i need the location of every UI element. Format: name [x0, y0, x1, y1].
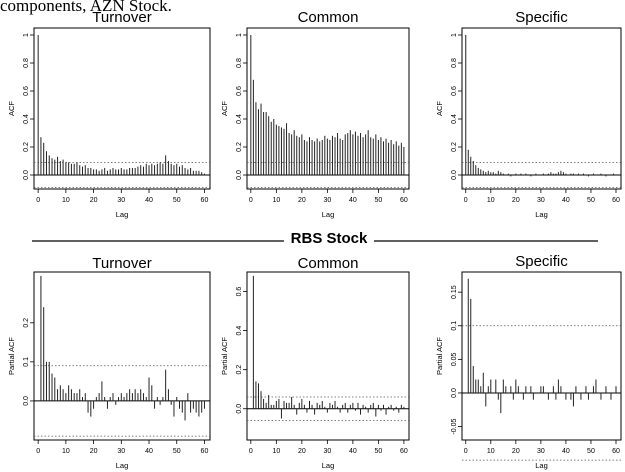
x-tick-label: 20	[298, 448, 306, 455]
x-tick-label: 60	[201, 448, 209, 455]
y-tick-label: 0.6	[23, 86, 30, 96]
x-tick-label: 10	[62, 197, 70, 204]
x-tick-label: 10	[487, 197, 495, 204]
x-tick-label: 40	[562, 197, 570, 204]
y-tick-label: 0.1	[23, 357, 30, 367]
x-tick-label: 40	[145, 448, 153, 455]
y-axis-label: Partial ACF	[435, 337, 444, 375]
x-tick-label: 60	[400, 197, 408, 204]
y-tick-label: 0.8	[236, 58, 243, 68]
x-axis-label: Lag	[322, 210, 335, 219]
x-tick-label: 0	[36, 448, 40, 455]
x-tick-label: 40	[349, 448, 357, 455]
y-axis-label: ACF	[7, 101, 16, 116]
x-tick-label: 60	[400, 448, 408, 455]
panel-title: Specific	[515, 9, 568, 26]
y-axis-label: ACF	[220, 101, 229, 116]
x-tick-label: 30	[117, 448, 125, 455]
y-tick-label: 0.05	[451, 352, 458, 366]
x-tick-label: 40	[349, 197, 357, 204]
panel-title: Specific	[515, 253, 568, 270]
y-tick-label: 0.0	[236, 404, 243, 414]
y-tick-label: 0.0	[23, 170, 30, 180]
x-axis-label: Lag	[535, 461, 548, 470]
plot-frame	[246, 27, 410, 190]
x-tick-label: 50	[374, 197, 382, 204]
y-tick-label: 0.8	[23, 58, 30, 68]
x-tick-label: 50	[173, 448, 181, 455]
x-tick-label: 40	[145, 197, 153, 204]
plot-frame	[246, 271, 410, 441]
y-tick-label: 0.8	[451, 58, 458, 68]
y-tick-label: 0.4	[23, 114, 30, 124]
x-tick-label: 0	[464, 197, 468, 204]
y-tick-label: 0.1	[451, 321, 458, 331]
x-tick-label: 30	[537, 197, 545, 204]
x-tick-label: 60	[612, 448, 620, 455]
x-tick-label: 10	[487, 448, 495, 455]
x-tick-label: 10	[272, 448, 280, 455]
y-axis-label: ACF	[435, 101, 444, 116]
y-tick-label: -0.05	[451, 418, 458, 434]
y-tick-label: 0.4	[451, 114, 458, 124]
y-axis-label: Partial ACF	[7, 337, 16, 375]
y-tick-label: 0.6	[236, 86, 243, 96]
panel-title: Common	[298, 9, 359, 26]
x-tick-label: 0	[249, 448, 253, 455]
y-tick-label: 0.2	[23, 142, 30, 152]
y-tick-label: 0.2	[23, 318, 30, 328]
x-tick-label: 20	[90, 448, 98, 455]
x-tick-label: 50	[587, 197, 595, 204]
x-tick-label: 0	[464, 448, 468, 455]
x-axis-label: Lag	[116, 210, 129, 219]
x-tick-label: 60	[201, 197, 209, 204]
y-tick-label: 1	[23, 33, 30, 37]
y-tick-label: 0.0	[451, 388, 458, 398]
x-tick-label: 20	[512, 197, 520, 204]
plot-frame	[461, 271, 622, 441]
y-tick-label: 0.2	[451, 142, 458, 152]
y-tick-label: 1	[451, 33, 458, 37]
x-tick-label: 20	[512, 448, 520, 455]
x-axis-label: Lag	[116, 461, 129, 470]
x-tick-label: 10	[62, 448, 70, 455]
x-tick-label: 20	[298, 197, 306, 204]
y-tick-label: 1	[236, 33, 243, 37]
y-tick-label: 0.2	[236, 142, 243, 152]
heading: components, AZN Stock.	[0, 0, 172, 15]
y-tick-label: 0.15	[451, 285, 458, 299]
x-tick-label: 30	[117, 197, 125, 204]
x-axis-label: Lag	[535, 210, 548, 219]
x-tick-label: 30	[323, 448, 331, 455]
x-tick-label: 50	[173, 197, 181, 204]
plot-frame	[461, 27, 622, 190]
y-tick-label: 0.4	[236, 326, 243, 336]
y-tick-label: 0.2	[236, 365, 243, 375]
panel-title: Turnover	[92, 9, 151, 26]
y-tick-label: 0.0	[23, 396, 30, 406]
y-tick-label: 0.6	[236, 287, 243, 297]
panel-title: Common	[298, 255, 359, 272]
x-tick-label: 30	[323, 197, 331, 204]
x-axis-label: Lag	[322, 461, 335, 470]
y-tick-label: 0.4	[236, 114, 243, 124]
x-tick-label: 30	[537, 448, 545, 455]
x-tick-label: 50	[587, 448, 595, 455]
plot-frame	[33, 271, 211, 441]
x-tick-label: 0	[249, 197, 253, 204]
x-tick-label: 20	[90, 197, 98, 204]
divider-label: RBS Stock	[291, 230, 368, 247]
panel-title: Turnover	[92, 255, 151, 272]
y-tick-label: 0.0	[451, 170, 458, 180]
y-tick-label: 0.0	[236, 170, 243, 180]
x-tick-label: 40	[562, 448, 570, 455]
y-tick-label: 0.6	[451, 86, 458, 96]
x-tick-label: 50	[374, 448, 382, 455]
x-tick-label: 10	[272, 197, 280, 204]
x-tick-label: 60	[612, 197, 620, 204]
plot-frame	[33, 27, 211, 190]
y-axis-label: Partial ACF	[220, 337, 229, 375]
x-tick-label: 0	[36, 197, 40, 204]
